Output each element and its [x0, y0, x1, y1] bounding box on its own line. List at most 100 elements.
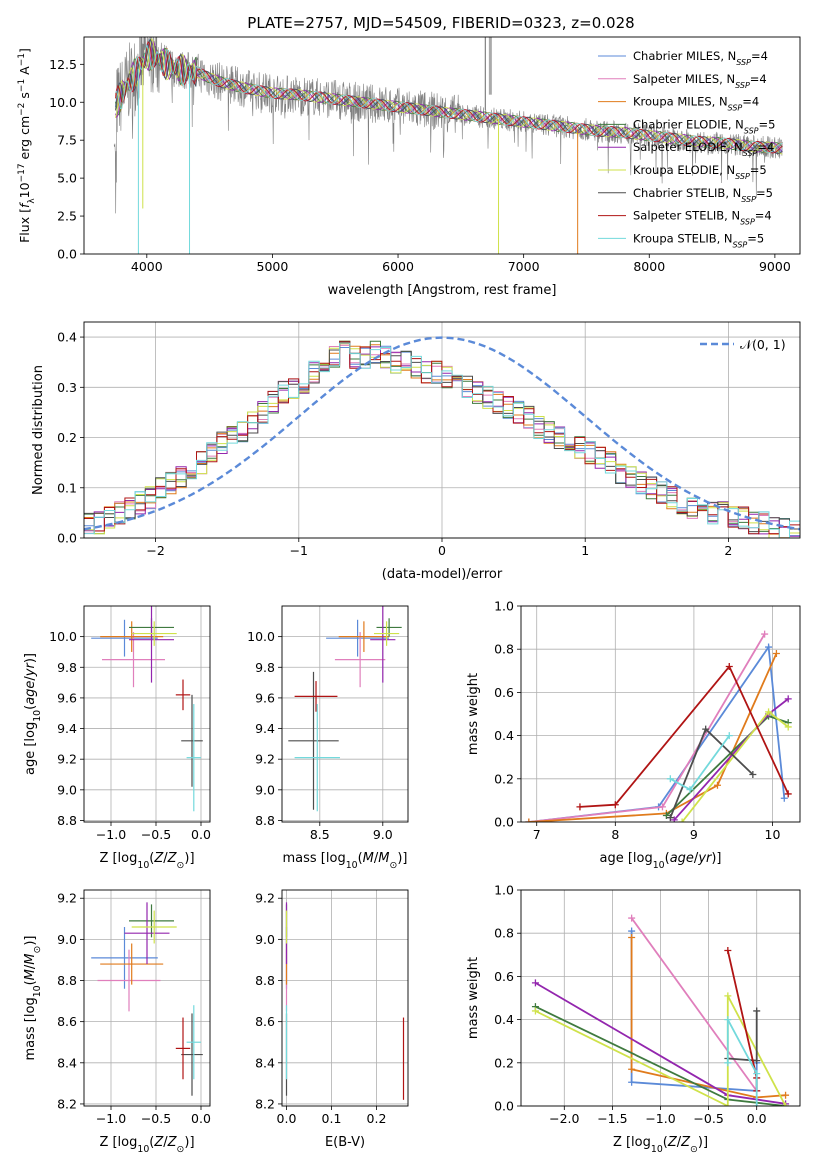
y-tick-label: 8.8	[57, 973, 77, 988]
normal-curve	[84, 336, 800, 531]
y-tick-label: 8.4	[57, 1055, 77, 1070]
marker-plus	[628, 1065, 636, 1073]
histogram-step	[84, 342, 800, 538]
label-part: −1	[17, 53, 27, 66]
label-part: )]	[184, 851, 194, 866]
y-axis-label: mass weight	[466, 957, 481, 1039]
legend-text: Salpeter STELIB, N	[633, 209, 740, 223]
label-part: 10	[17, 182, 32, 198]
label-part: /	[23, 964, 38, 969]
x-tick-label: 9	[690, 827, 698, 842]
label-part: )]	[23, 653, 38, 663]
x-tick-label: −1.0	[96, 1111, 126, 1126]
x-tick-label: 8.5	[310, 827, 330, 842]
label-part: 10	[137, 860, 149, 871]
label-part: M	[363, 851, 374, 866]
label-part: Z	[667, 1135, 678, 1150]
x-tick-label: −1.0	[96, 827, 126, 842]
y-tick-label: 0.0	[494, 815, 514, 830]
marker-plus	[525, 818, 533, 822]
y-tick-label: 0.0	[494, 1099, 514, 1114]
legend-text: Kroupa ELODIE, N	[633, 163, 735, 177]
label-part: ⊙	[390, 860, 398, 871]
legend-sub: SSP	[743, 149, 758, 158]
y-tick-label: 0.3	[57, 380, 77, 395]
x-axis-label: Z [log10(Z/Z⊙)]	[99, 1135, 194, 1155]
x-tick-label: 0.2	[367, 1111, 387, 1126]
legend-sub: SSP	[740, 217, 755, 226]
y-axis-label: age [log10(age/yr)]	[23, 653, 43, 775]
x-tick-label: 0.0	[277, 1111, 297, 1126]
axes-frame	[83, 36, 801, 255]
marker-plus	[628, 1078, 636, 1086]
marker-plus	[780, 794, 788, 802]
legend-text: Salpeter MILES, N	[633, 72, 735, 86]
mass-weight-vs-Z-panel: −2.0 −1.5 −1.0 −0.5 0.0 0.0 0.2 0.4 0.6 0.8 1.0 Z […	[466, 883, 801, 1155]
legend-sub: SSP	[735, 80, 750, 89]
label-part: Z [log	[99, 1135, 137, 1150]
label-part: Z	[153, 1135, 164, 1150]
x-tick-label: −0.5	[141, 1111, 171, 1126]
label-part: ⊙	[177, 1144, 185, 1155]
y-tick-label: 9.0	[57, 782, 77, 797]
marker-plus	[784, 695, 792, 703]
y-tick-label: 0.4	[494, 728, 514, 743]
label-part: age	[23, 681, 38, 705]
label-part: )]	[711, 851, 721, 866]
y-tick-label: 9.2	[57, 891, 77, 906]
y-tick-label: 8.8	[255, 973, 275, 988]
legend-text: =5	[759, 117, 776, 131]
label-part: Z	[153, 851, 164, 866]
x-tick-label: 7000	[508, 259, 540, 274]
legend-text: Chabrier STELIB, N	[633, 186, 741, 200]
y-tick-label: 10.0	[247, 629, 275, 644]
label-part: /	[163, 851, 168, 866]
legend-label: Chabrier STELIB, NSSP=5	[633, 186, 773, 204]
legend-label: Kroupa MILES, NSSP=4	[633, 95, 759, 113]
marker-plus	[725, 732, 733, 740]
label-part: λ	[27, 198, 37, 204]
mass-weight-line	[630, 917, 758, 1092]
y-tick-label: 1.0	[494, 599, 514, 614]
legend-text: =4	[742, 95, 759, 109]
x-tick-label: 4000	[131, 259, 163, 274]
y-tick-label: 9.6	[57, 690, 77, 705]
legend-label: Chabrier ELODIE, NSSP=5	[633, 117, 775, 135]
residual-panel: −2 −1 0 1 2 0.0 0.1 0.2 0.3 0.4 (data-model)/error…	[31, 321, 801, 582]
plot-area	[525, 630, 792, 822]
spectrum-panel: 4000 5000 6000 7000 8000 9000 0.0 2.5 5.0 7.5 10.0…	[17, 36, 801, 298]
y-tick-label: 0.6	[494, 969, 514, 984]
y-tick-label: 9.2	[255, 891, 275, 906]
label-part: Z	[680, 1135, 691, 1150]
x-axis-label: age [log10(age/yr)]	[599, 851, 721, 871]
legend-sub: SSP	[744, 126, 759, 135]
legend-sub: SSP	[733, 240, 748, 249]
legend-sub: SSP	[728, 103, 743, 112]
y-tick-label: 10.0	[49, 95, 77, 110]
y-tick-label: 7.5	[57, 133, 77, 148]
y-tick-label: 0.4	[57, 330, 77, 345]
y-tick-label: 0.8	[494, 926, 514, 941]
legend-text: Kroupa MILES, N	[633, 95, 728, 109]
marker-plus	[753, 1057, 761, 1065]
label-part: (	[149, 1135, 154, 1150]
x-tick-label: 1	[581, 543, 589, 558]
legend-text: Chabrier MILES, N	[633, 49, 736, 63]
y-tick-label: 0.0	[57, 247, 77, 262]
legend-label: 𝒩(0, 1)	[740, 337, 786, 352]
mass-weight-line	[726, 1019, 758, 1106]
y-axis-label: mass weight	[466, 673, 481, 755]
label-part: age [log	[599, 851, 652, 866]
mass-vs-ebv-panel: 0.0 0.1 0.2 8.2 8.4 8.6 8.8 9.0 9.2 E(B-V)	[255, 889, 409, 1150]
x-tick-label: 0.0	[747, 1111, 767, 1126]
y-tick-label: 1.0	[494, 883, 514, 898]
y-tick-label: 9.6	[255, 690, 275, 705]
label-part: 10	[651, 1144, 663, 1155]
marker-plus	[628, 914, 636, 922]
marker-plus	[628, 934, 636, 942]
marker-plus	[678, 818, 686, 822]
marker-plus	[531, 1007, 539, 1015]
plot-area	[285, 902, 405, 1100]
